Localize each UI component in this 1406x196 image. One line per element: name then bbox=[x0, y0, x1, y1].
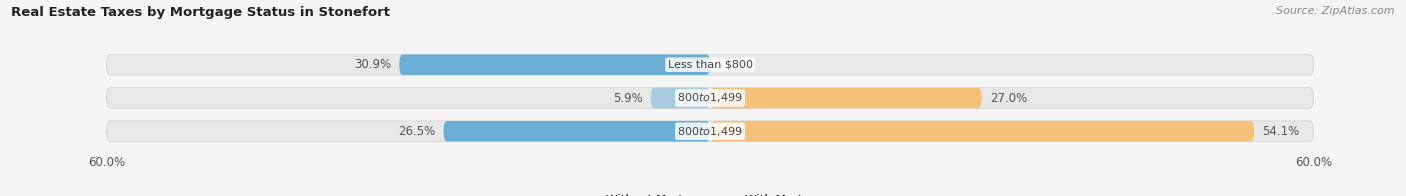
Text: 27.0%: 27.0% bbox=[990, 92, 1026, 104]
FancyBboxPatch shape bbox=[710, 88, 981, 108]
FancyBboxPatch shape bbox=[107, 54, 1313, 75]
FancyBboxPatch shape bbox=[399, 54, 710, 75]
FancyBboxPatch shape bbox=[107, 88, 1313, 108]
Text: $800 to $1,499: $800 to $1,499 bbox=[678, 92, 742, 104]
FancyBboxPatch shape bbox=[651, 88, 710, 108]
Text: Real Estate Taxes by Mortgage Status in Stonefort: Real Estate Taxes by Mortgage Status in … bbox=[11, 6, 391, 19]
Text: 54.1%: 54.1% bbox=[1263, 125, 1299, 138]
Text: 5.9%: 5.9% bbox=[613, 92, 643, 104]
Legend: Without Mortgage, With Mortgage: Without Mortgage, With Mortgage bbox=[588, 194, 832, 196]
Text: Less than $800: Less than $800 bbox=[668, 60, 752, 70]
Text: $800 to $1,499: $800 to $1,499 bbox=[678, 125, 742, 138]
FancyBboxPatch shape bbox=[710, 121, 1254, 142]
FancyBboxPatch shape bbox=[443, 121, 710, 142]
Text: 26.5%: 26.5% bbox=[398, 125, 436, 138]
FancyBboxPatch shape bbox=[107, 121, 1313, 142]
Text: 30.9%: 30.9% bbox=[354, 58, 391, 71]
Text: Source: ZipAtlas.com: Source: ZipAtlas.com bbox=[1277, 6, 1395, 16]
